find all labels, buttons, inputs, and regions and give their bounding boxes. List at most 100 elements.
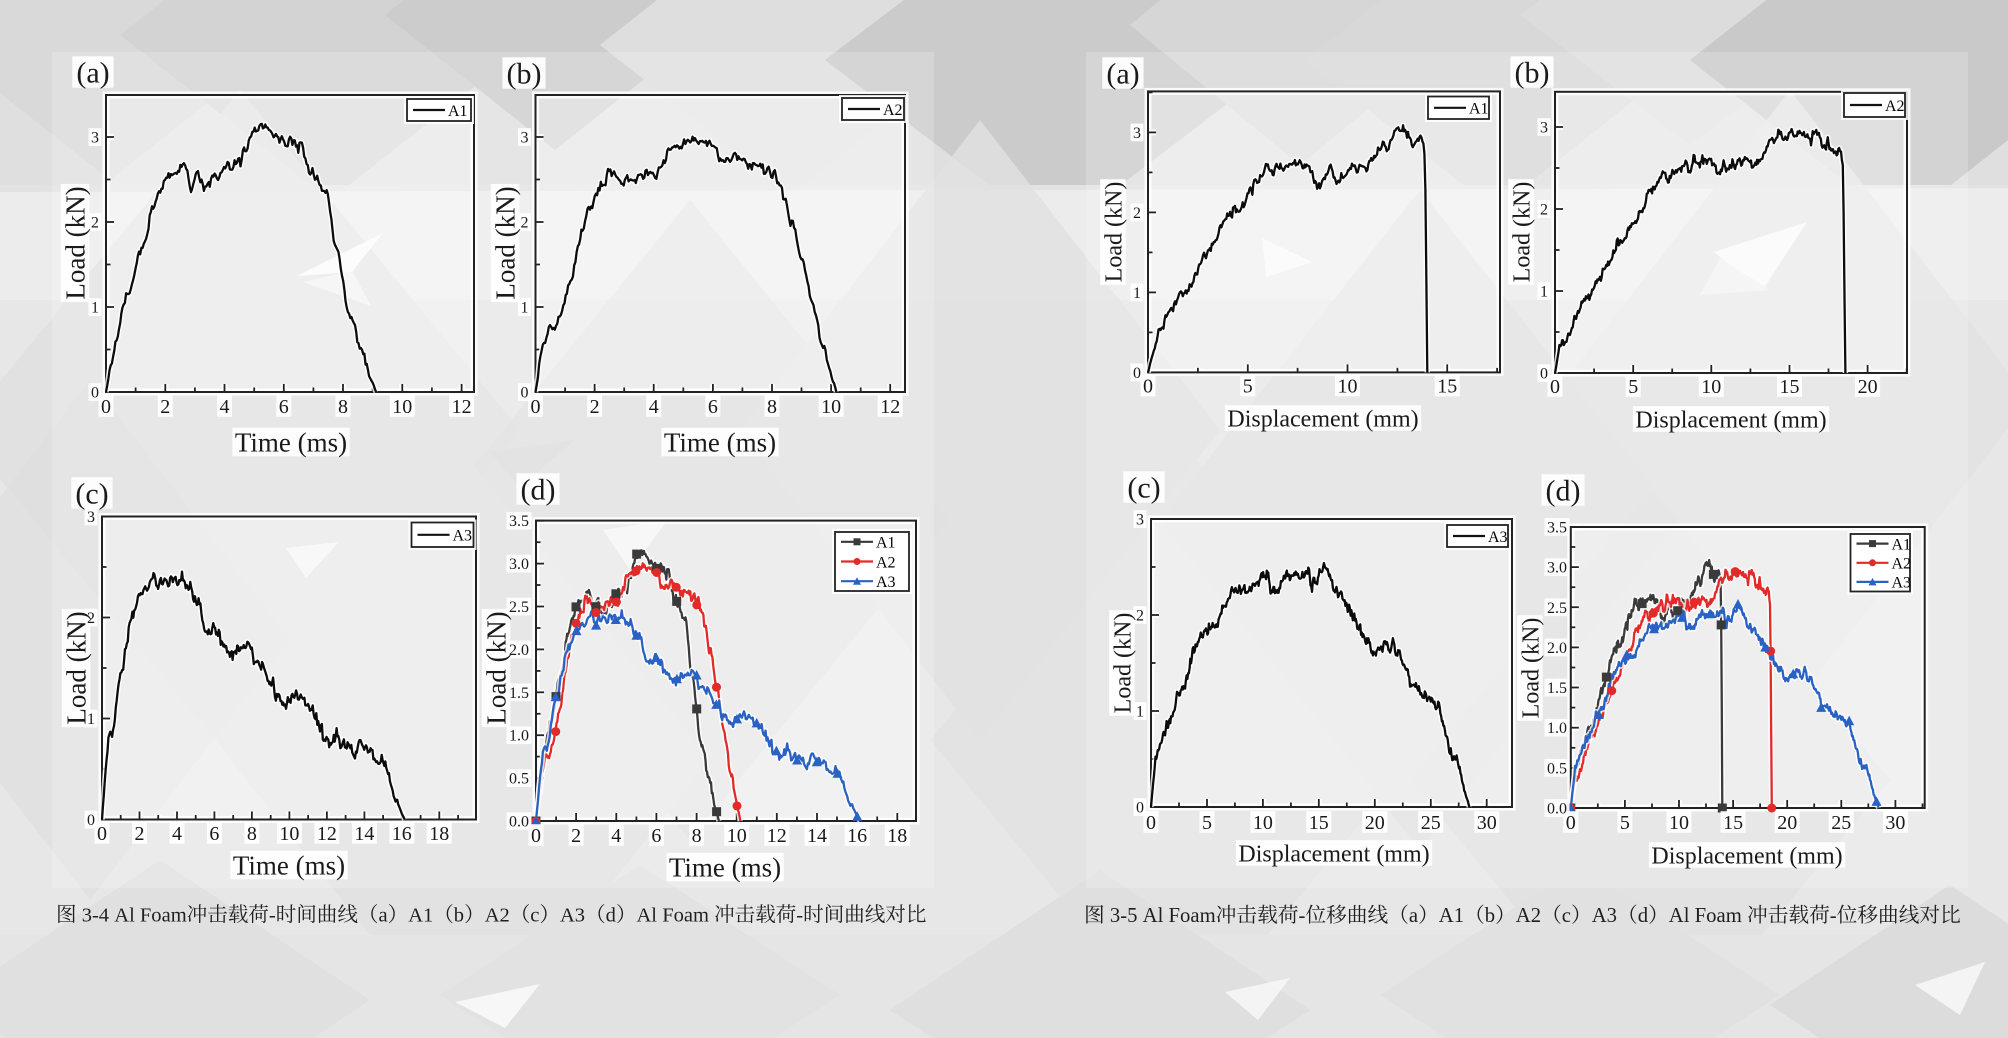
svg-text:b: b (454, 904, 464, 926)
svg-text:10: 10 (392, 396, 412, 418)
svg-text:l: l (129, 904, 135, 926)
svg-text:Time (ms): Time (ms) (235, 427, 347, 457)
svg-text:l: l (651, 904, 657, 926)
svg-text:Time (ms): Time (ms) (233, 850, 345, 880)
svg-text:3.0: 3.0 (1547, 560, 1567, 577)
svg-text:10: 10 (1701, 376, 1721, 398)
svg-text:m: m (1200, 905, 1216, 927)
svg-text:Load (kN): Load (kN) (1509, 182, 1535, 283)
svg-text:2: 2 (1531, 905, 1541, 927)
svg-text:0: 0 (101, 396, 111, 418)
svg-text:Displacement (mm): Displacement (mm) (1635, 407, 1826, 433)
svg-text:A1: A1 (876, 535, 896, 552)
svg-text:16: 16 (847, 825, 867, 847)
svg-text:6: 6 (209, 823, 219, 845)
svg-text:c: c (1562, 905, 1571, 927)
svg-text:-: - (1299, 905, 1306, 927)
svg-text:3: 3 (1607, 905, 1617, 927)
svg-text:Load (kN): Load (kN) (61, 611, 91, 724)
svg-text:-: - (92, 904, 99, 926)
svg-text:0.5: 0.5 (1547, 760, 1567, 777)
svg-text:a: a (162, 904, 171, 926)
svg-text:A: A (560, 904, 575, 926)
svg-text:1: 1 (1133, 285, 1141, 302)
svg-text:1: 1 (1136, 704, 1144, 721)
svg-text:1.0: 1.0 (1547, 720, 1567, 737)
svg-text:(d): (d) (1546, 474, 1581, 507)
svg-text:(c): (c) (1127, 471, 1160, 504)
svg-text:m: m (171, 904, 187, 926)
svg-text:3: 3 (1136, 512, 1144, 529)
svg-text:a: a (379, 904, 388, 926)
svg-text:1: 1 (423, 904, 433, 926)
svg-text:15: 15 (1723, 812, 1743, 834)
svg-text:2: 2 (135, 823, 145, 845)
svg-text:c: c (530, 904, 539, 926)
svg-text:-: - (1830, 905, 1837, 927)
svg-text:6: 6 (279, 396, 289, 418)
svg-text:4: 4 (220, 396, 230, 418)
svg-text:0: 0 (1540, 366, 1548, 383)
svg-text:F: F (662, 904, 673, 926)
svg-text:5: 5 (1243, 375, 1253, 397)
svg-text:A2: A2 (1885, 98, 1905, 115)
svg-text:Time (ms): Time (ms) (669, 852, 781, 882)
svg-text:20: 20 (1858, 376, 1878, 398)
svg-text:30: 30 (1477, 812, 1497, 834)
svg-text:2.0: 2.0 (1547, 640, 1567, 657)
svg-text:0: 0 (1146, 812, 1156, 834)
svg-text:10: 10 (279, 823, 299, 845)
svg-text:0: 0 (1143, 375, 1153, 397)
svg-text:10: 10 (1669, 812, 1689, 834)
svg-text:15: 15 (1780, 376, 1800, 398)
svg-text:(a): (a) (76, 56, 109, 89)
svg-text:18: 18 (429, 823, 449, 845)
svg-text:1: 1 (1540, 284, 1548, 301)
svg-text:0.0: 0.0 (509, 814, 529, 831)
svg-text:l: l (1684, 905, 1690, 927)
svg-text:5: 5 (1202, 812, 1212, 834)
svg-text:2.5: 2.5 (1547, 600, 1567, 617)
svg-text:A: A (1143, 905, 1158, 927)
svg-text:A: A (1516, 905, 1531, 927)
svg-text:A: A (408, 904, 423, 926)
svg-text:m: m (693, 904, 709, 926)
svg-text:2: 2 (160, 396, 170, 418)
svg-text:m: m (1726, 905, 1742, 927)
svg-text:Load (kN): Load (kN) (1101, 182, 1127, 283)
svg-text:10: 10 (821, 396, 841, 418)
svg-text:-: - (269, 904, 276, 926)
svg-text:1: 1 (91, 300, 99, 317)
svg-text:A1: A1 (1469, 101, 1489, 118)
svg-text:1.5: 1.5 (509, 685, 529, 702)
svg-text:14: 14 (807, 825, 827, 847)
svg-text:30: 30 (1885, 812, 1905, 834)
svg-text:16: 16 (392, 823, 412, 845)
svg-text:o: o (1180, 905, 1190, 927)
svg-text:o: o (1706, 905, 1716, 927)
svg-text:3.5: 3.5 (509, 513, 529, 530)
svg-text:0: 0 (1133, 365, 1141, 382)
svg-text:A: A (637, 904, 652, 926)
svg-text:A: A (485, 904, 500, 926)
svg-text:1.0: 1.0 (509, 728, 529, 745)
svg-text:8: 8 (767, 396, 777, 418)
svg-text:2: 2 (1540, 202, 1548, 219)
svg-text:A2: A2 (876, 554, 896, 571)
svg-text:0: 0 (87, 812, 95, 829)
svg-text:3: 3 (1110, 905, 1120, 927)
svg-text:0: 0 (97, 823, 107, 845)
svg-text:6: 6 (651, 825, 661, 847)
svg-text:12: 12 (317, 823, 337, 845)
svg-text:Load (kN): Load (kN) (490, 186, 520, 299)
svg-text:3: 3 (521, 130, 529, 147)
svg-text:a: a (684, 904, 693, 926)
svg-text:0: 0 (91, 385, 99, 402)
svg-text:Load (kN): Load (kN) (1110, 613, 1136, 714)
svg-text:a: a (1717, 905, 1726, 927)
svg-text:A3: A3 (453, 528, 473, 545)
svg-text:F: F (1169, 905, 1181, 927)
svg-text:d: d (1638, 905, 1649, 927)
svg-text:l: l (1158, 905, 1164, 927)
svg-text:0: 0 (521, 385, 529, 402)
